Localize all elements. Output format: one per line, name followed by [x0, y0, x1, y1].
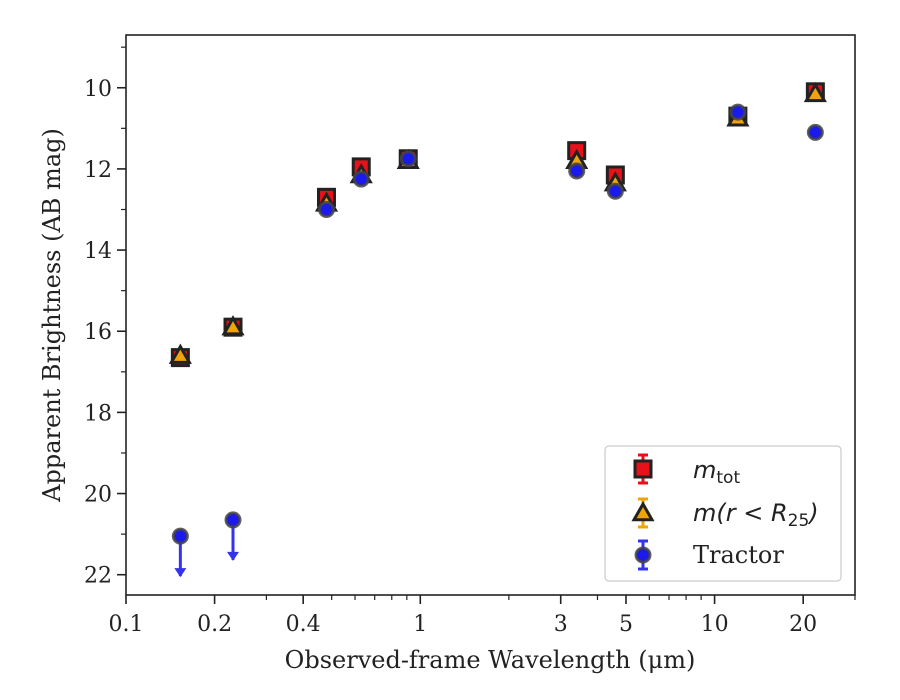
y-axis: 10 12 14 16 18 20 22 [84, 46, 126, 589]
x-tick-label: 0.1 [109, 612, 144, 637]
legend: mtot m(r < R25) Tractor [604, 445, 842, 582]
x-tick-label: 20 [789, 612, 817, 637]
y-tick-label: 12 [84, 158, 112, 183]
series-circle [171, 103, 824, 578]
series-square [170, 82, 825, 368]
tractor-point [317, 200, 335, 218]
m-r25-point [221, 315, 245, 336]
legend-handles [631, 453, 655, 571]
y-axis-title: Apparent Brightness (AB mag) [38, 128, 66, 503]
x-axis-title: Observed-frame Wavelength (μm) [285, 646, 696, 674]
legend-marker-triangle [631, 500, 655, 522]
x-tick-label: 0.2 [197, 612, 232, 637]
upper-limit-arrowhead [174, 568, 187, 578]
y-tick-label: 14 [84, 239, 112, 264]
tractor-point [729, 103, 747, 121]
y-tick-label: 16 [84, 320, 112, 345]
tractor-point [399, 150, 417, 168]
y-tick-label: 10 [84, 77, 112, 102]
m-r25-point [168, 343, 192, 364]
legend-label-tractor: Tractor [693, 541, 784, 569]
tractor-point [606, 182, 624, 200]
legend-box [604, 445, 842, 582]
tractor-point [568, 162, 586, 180]
x-tick-label: 5 [619, 612, 633, 637]
y-tick-label: 22 [84, 564, 112, 589]
x-axis: 0.1 0.2 0.4 1 3 5 10 20 [109, 595, 856, 637]
legend-marker-circle [634, 546, 652, 564]
tractor-point [806, 123, 824, 141]
m-r25-point [803, 81, 827, 103]
plot-frame [125, 34, 856, 596]
x-tick-label: 3 [554, 612, 568, 637]
tractor-point [171, 527, 189, 545]
y-tick-label: 18 [84, 401, 112, 426]
legend-marker-square [633, 459, 653, 479]
upper-limit-arrowhead [227, 551, 240, 561]
x-tick-label: 0.4 [286, 612, 321, 637]
x-tick-label: 10 [701, 612, 729, 637]
y-tick-label: 20 [84, 483, 112, 508]
x-tick-label: 1 [413, 612, 427, 637]
tractor-point [224, 511, 242, 529]
data-marks [168, 81, 827, 578]
series-triangle [168, 81, 827, 364]
tractor-point [352, 170, 370, 188]
